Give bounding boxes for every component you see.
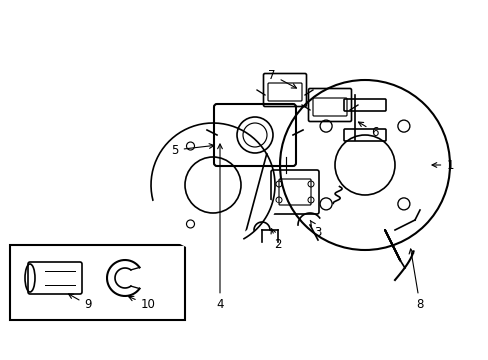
Text: 7: 7 [268,68,296,88]
Text: 3: 3 [309,220,321,239]
Text: 5: 5 [171,144,214,157]
Text: 2: 2 [270,229,281,252]
Text: 9: 9 [68,294,92,311]
Text: 1: 1 [431,158,453,171]
Text: 6: 6 [358,122,378,139]
Text: 8: 8 [408,249,423,311]
Text: 10: 10 [128,296,155,311]
Bar [10,245,184,320]
Text: 4: 4 [216,144,224,311]
